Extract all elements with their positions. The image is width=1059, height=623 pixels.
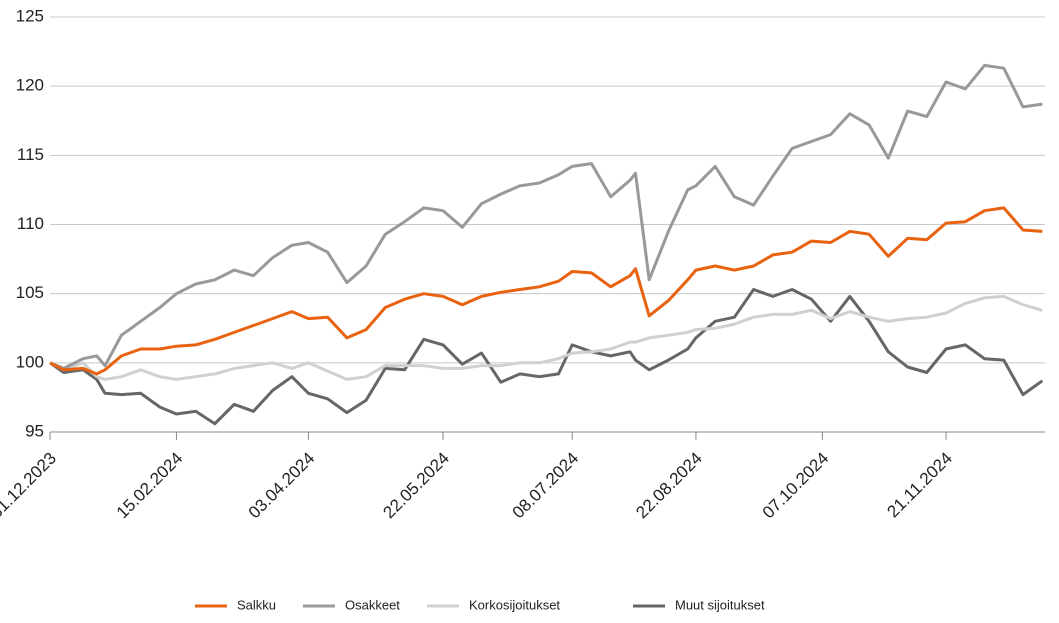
legend-label: Osakkeet xyxy=(345,597,400,612)
x-tick-label: 31.12.2023 xyxy=(0,449,60,523)
y-tick-label: 100 xyxy=(16,352,44,371)
y-tick-label: 105 xyxy=(16,283,44,302)
series-line xyxy=(49,206,1043,376)
y-tick-label: 125 xyxy=(16,6,44,25)
y-tick-label: 95 xyxy=(25,421,44,440)
x-tick-label: 15.02.2024 xyxy=(113,449,187,523)
x-tick-label: 07.10.2024 xyxy=(759,449,833,523)
series-line xyxy=(49,288,1044,426)
series-line xyxy=(49,63,1043,370)
y-tick-label: 120 xyxy=(16,76,44,95)
y-tick-label: 115 xyxy=(17,145,44,164)
legend-label: Korkosijoitukset xyxy=(469,597,560,612)
x-tick-label: 22.08.2024 xyxy=(632,449,706,523)
series-line xyxy=(49,294,1043,381)
legend-label: Salkku xyxy=(237,597,276,612)
y-tick-label: 110 xyxy=(17,214,44,233)
x-tick-label: 03.04.2024 xyxy=(245,449,319,523)
x-tick-label: 21.11.2024 xyxy=(883,449,956,522)
legend-label: Muut sijoitukset xyxy=(675,597,765,612)
x-tick-label: 22.05.2024 xyxy=(379,449,453,523)
x-tick-label: 08.07.2024 xyxy=(509,449,583,523)
